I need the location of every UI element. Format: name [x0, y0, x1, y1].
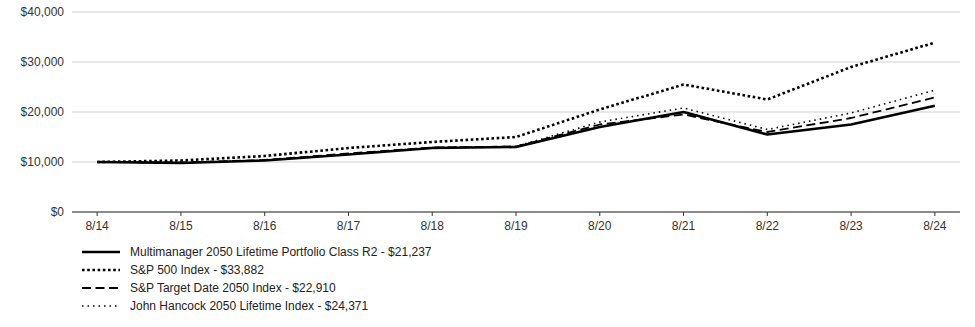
lines: [97, 43, 935, 163]
legend-swatch: [82, 269, 120, 272]
x-tick-label: 8/24: [923, 219, 947, 233]
grid-line: [72, 62, 960, 63]
series-line: [97, 90, 935, 162]
chart: $0$10,000$20,000$30,000$40,0008/148/158/…: [0, 0, 975, 327]
legend-label: John Hancock 2050 Lifetime Index - $24,3…: [130, 299, 368, 313]
x-tick-label: 8/18: [421, 219, 445, 233]
legend-label: S&P Target Date 2050 Index - $22,910: [130, 281, 336, 295]
legend-swatch: [82, 305, 120, 307]
x-tick: [432, 212, 433, 216]
x-tick-label: 8/16: [253, 219, 277, 233]
y-tick-label: $40,000: [21, 5, 65, 19]
grid-line: [72, 12, 960, 13]
x-tick: [934, 212, 935, 216]
x-tick-label: 8/19: [504, 219, 528, 233]
x-tick-label: 8/23: [839, 219, 863, 233]
x-tick: [767, 212, 768, 216]
grid-line: [72, 112, 960, 113]
y-axis: $0 $10,000 $20,000 $30,000 $40,000: [21, 5, 960, 219]
x-tick: [516, 212, 517, 216]
x-tick-label: 8/14: [85, 219, 109, 233]
series-line: [97, 106, 935, 163]
legend-swatch: [82, 287, 120, 289]
x-tick: [264, 212, 265, 216]
series-line: [97, 43, 935, 162]
series-line: [97, 97, 935, 162]
legend-label: Multimanager 2050 Lifetime Portfolio Cla…: [130, 245, 432, 259]
x-tick: [599, 212, 600, 216]
x-tick: [348, 212, 349, 216]
x-axis: 8/14 8/15 8/16 8/17 8/18 8/19 8/20 8/21 8/22 8/23…: [72, 212, 960, 233]
y-tick-label: $30,000: [21, 55, 65, 69]
x-tick: [180, 212, 181, 216]
x-tick: [97, 212, 98, 216]
legend-label: S&P 500 Index - $33,882: [130, 263, 264, 277]
x-tick-label: 8/17: [337, 219, 361, 233]
legend: Multimanager 2050 Lifetime Portfolio Cla…: [82, 245, 432, 313]
x-tick: [851, 212, 852, 216]
legend-swatch: [82, 251, 120, 254]
x-tick: [683, 212, 684, 216]
x-tick-label: 8/20: [588, 219, 612, 233]
x-tick-label: 8/22: [756, 219, 780, 233]
x-tick-label: 8/21: [672, 219, 696, 233]
x-tick-label: 8/15: [169, 219, 193, 233]
y-tick-label: $10,000: [21, 155, 65, 169]
y-tick-label: $0: [51, 205, 65, 219]
y-tick-label: $20,000: [21, 105, 65, 119]
